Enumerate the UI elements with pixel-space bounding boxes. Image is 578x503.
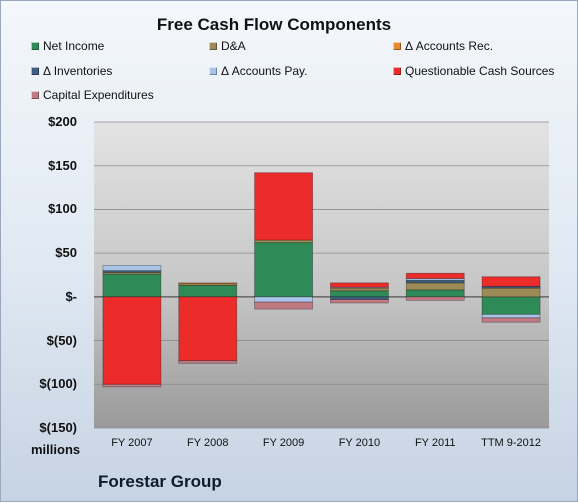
bar-questionable-cash-sources-ttm-9-2012 bbox=[481, 276, 541, 287]
legend-label: Δ Accounts Pay. bbox=[221, 64, 308, 78]
gridlines bbox=[94, 121, 549, 429]
x-tick-label: FY 2011 bbox=[414, 437, 456, 449]
bar-net-income-fy-2009 bbox=[254, 242, 313, 298]
bars bbox=[102, 172, 541, 388]
bar-questionable-cash-sources-fy-2011 bbox=[405, 272, 465, 279]
bar-capital-expenditures-fy-2008 bbox=[178, 360, 238, 364]
legend-item-d-a: D&A bbox=[209, 39, 246, 53]
x-tick-label: TTM 9-2012 bbox=[481, 437, 542, 449]
bar-questionable-cash-sources-fy-2007 bbox=[102, 296, 162, 385]
bar-capital-expenditures-fy-2009 bbox=[254, 301, 313, 310]
company-label: Forestar Group bbox=[98, 472, 222, 491]
legend-swatch bbox=[31, 42, 39, 50]
y-tick-label: $(100) bbox=[39, 376, 77, 392]
bar-questionable-cash-sources-fy-2010 bbox=[330, 282, 389, 288]
bar-accounts-rec-fy-2008 bbox=[178, 282, 238, 285]
legend-label: D&A bbox=[221, 39, 246, 53]
bar-capital-expenditures-fy-2010 bbox=[330, 299, 389, 304]
x-tick-label: FY 2010 bbox=[338, 437, 381, 449]
bar-capital-expenditures-fy-2007 bbox=[102, 383, 162, 388]
bar-accounts-pay-fy-2007 bbox=[102, 264, 162, 272]
x-tick-label: FY 2007 bbox=[111, 437, 153, 449]
bar-net-income-ttm-9-2012 bbox=[481, 296, 541, 315]
legend-item-accounts-rec: Δ Accounts Rec. bbox=[393, 39, 493, 53]
y-tick-label: $(50) bbox=[46, 332, 77, 348]
legend-label: Δ Accounts Rec. bbox=[405, 39, 494, 53]
plot-background bbox=[94, 122, 549, 428]
y-tick-label: $(150) bbox=[39, 420, 77, 435]
legend-label: Net Income bbox=[43, 39, 105, 53]
bar-net-income-fy-2010 bbox=[330, 290, 389, 298]
legend-label: Δ Inventories bbox=[43, 64, 113, 78]
legend-item-net-income: Net Income bbox=[31, 39, 104, 53]
bar-capital-expenditures-fy-2011 bbox=[405, 296, 465, 301]
bar-d-a-ttm-9-2012 bbox=[481, 287, 541, 298]
legend-label: Capital Expenditures bbox=[43, 88, 154, 102]
legend-swatch bbox=[393, 42, 401, 50]
legend-label: Questionable Cash Sources bbox=[405, 64, 555, 78]
bar-net-income-fy-2011 bbox=[405, 289, 465, 298]
y-tick-label: $150 bbox=[48, 157, 77, 173]
bar-questionable-cash-sources-fy-2009 bbox=[254, 172, 313, 241]
legend-item-capital-expenditures: Capital Expenditures bbox=[31, 88, 154, 102]
bar-inventories-fy-2011 bbox=[405, 279, 465, 284]
x-tick-label: FY 2008 bbox=[187, 437, 229, 449]
legend-swatch bbox=[31, 91, 39, 99]
bar-capital-expenditures-ttm-9-2012 bbox=[481, 317, 541, 323]
legend-swatch bbox=[31, 67, 39, 75]
bar-accounts-pay-ttm-9-2012 bbox=[481, 313, 541, 319]
chart-title: Free Cash Flow Components bbox=[156, 15, 392, 34]
bar-net-income-fy-2008 bbox=[178, 285, 238, 298]
y-tick-label: $- bbox=[65, 288, 77, 304]
legend-swatch bbox=[209, 42, 217, 50]
legend-item-inventories: Δ Inventories bbox=[31, 64, 112, 78]
bar-accounts-pay-fy-2009 bbox=[254, 296, 313, 303]
bar-net-income-fy-2007 bbox=[102, 273, 162, 298]
x-tick-label: FY 2009 bbox=[262, 437, 305, 449]
legend-item-questionable-cash-sources: Questionable Cash Sources bbox=[393, 64, 554, 78]
y-tick-label: $50 bbox=[55, 245, 77, 261]
bar-d-a-fy-2011 bbox=[405, 282, 465, 291]
y-tick-label: $100 bbox=[48, 201, 77, 217]
unit-label: millions bbox=[31, 442, 81, 457]
y-tick-label: $200 bbox=[48, 114, 77, 129]
bar-questionable-cash-sources-fy-2008 bbox=[178, 296, 238, 362]
legend-swatch bbox=[209, 67, 217, 75]
legend-item-accounts-pay: Δ Accounts Pay. bbox=[209, 64, 308, 78]
legend-swatch bbox=[393, 67, 401, 75]
